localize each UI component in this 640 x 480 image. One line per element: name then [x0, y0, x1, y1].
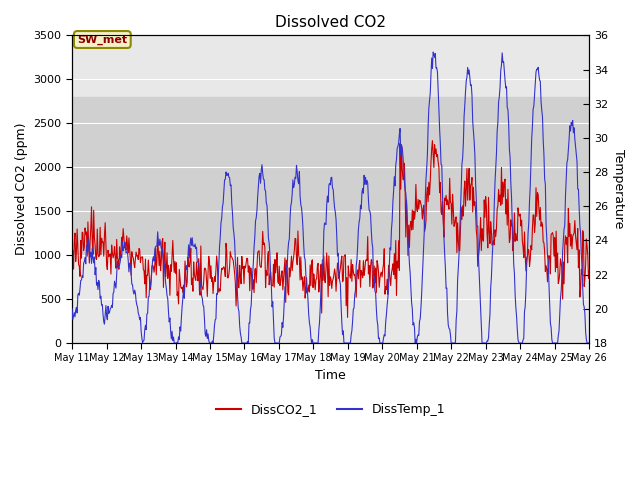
X-axis label: Time: Time: [316, 369, 346, 382]
Title: Dissolved CO2: Dissolved CO2: [275, 15, 386, 30]
Bar: [72, 97, 589, 255]
Legend: DissCO2_1, DissTemp_1: DissCO2_1, DissTemp_1: [211, 398, 450, 421]
Text: SW_met: SW_met: [77, 35, 127, 45]
Y-axis label: Temperature: Temperature: [612, 149, 625, 229]
Y-axis label: Dissolved CO2 (ppm): Dissolved CO2 (ppm): [15, 123, 28, 255]
